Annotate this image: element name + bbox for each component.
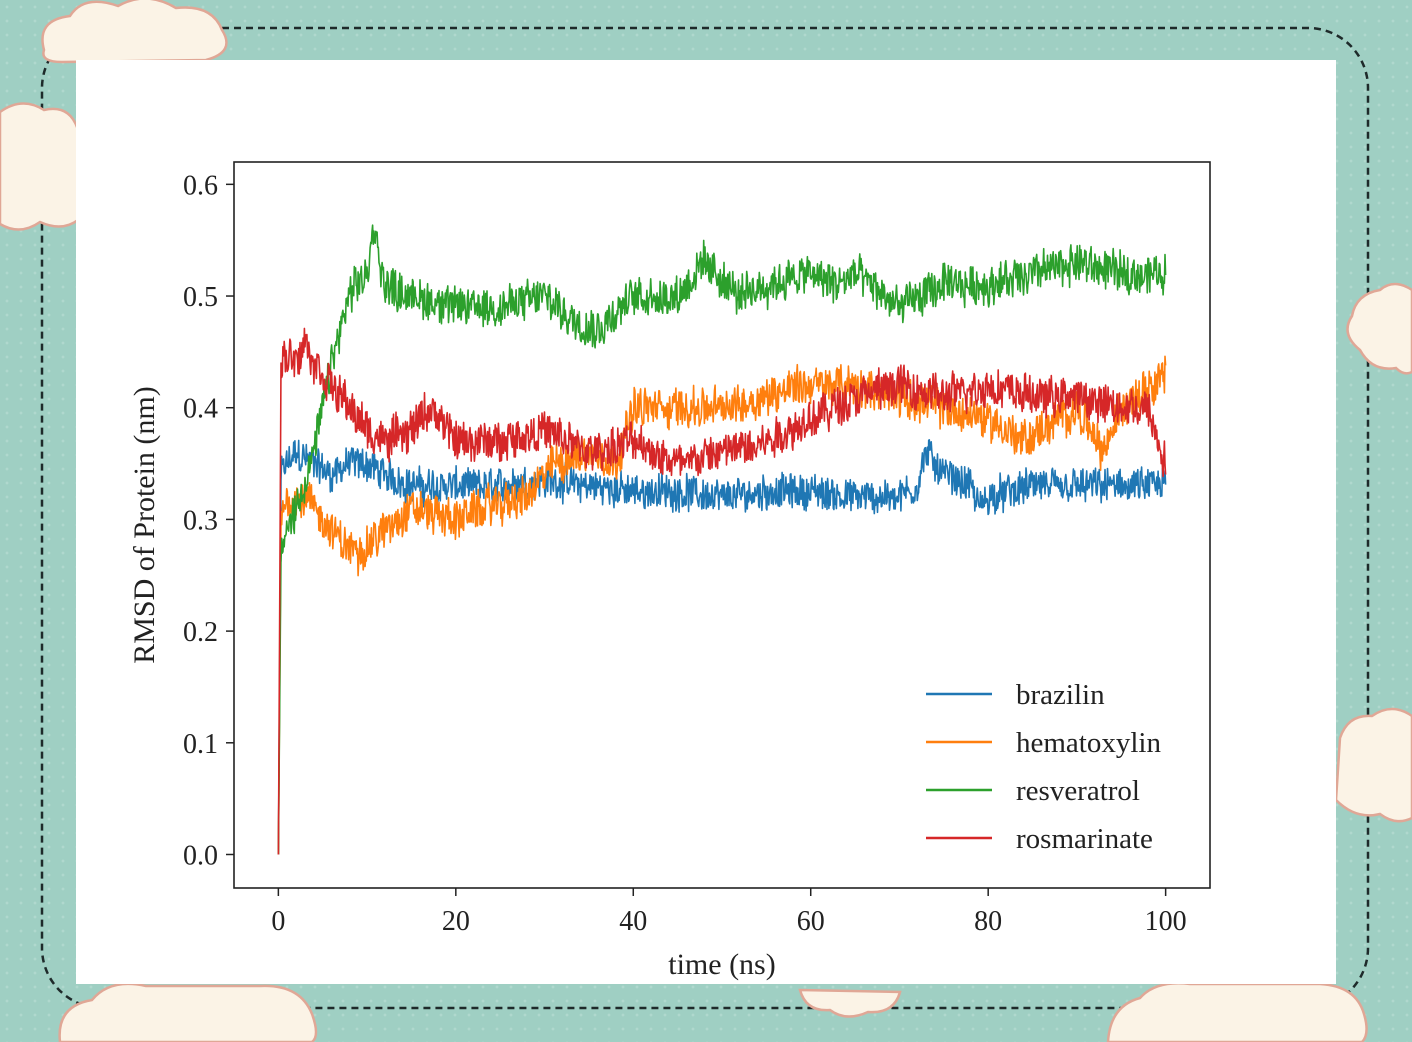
- cloud-bottom-right: [1106, 982, 1368, 1042]
- legend: brazilin hematoxylin resveratrol rosmarinat…: [926, 679, 1161, 855]
- y-tick-label: 0.0: [183, 840, 218, 871]
- cloud-right-low: [1334, 707, 1412, 823]
- series-line-rosmarinate: [277, 327, 1167, 855]
- series-line-resveratrol: [277, 224, 1167, 855]
- plot-area-frame: [233, 161, 1211, 889]
- series-layer: [277, 224, 1167, 855]
- dashed-border: [40, 26, 1370, 1010]
- series-line-brazilin: [277, 439, 1167, 855]
- y-tick-label: 0.5: [183, 282, 218, 313]
- x-tick-label: 100: [1145, 906, 1187, 937]
- cloud-bottom-left: [58, 982, 318, 1042]
- axis-layer: 0 20 40 60 80 100 0.0 0.1 0.2 0.3 0.4 0.5 0.6: [183, 170, 1187, 937]
- series-line-hematoxylin: [277, 355, 1167, 855]
- x-axis-label: time (ns): [668, 948, 775, 981]
- cloud-right-mid: [1346, 282, 1412, 375]
- x-tick-label: 40: [619, 906, 647, 937]
- legend-label-brazilin: brazilin: [1016, 679, 1105, 711]
- x-tick-label: 60: [797, 906, 825, 937]
- y-axis-label: RMSD of Protein (nm): [128, 386, 161, 664]
- y-tick-label: 0.3: [183, 505, 218, 536]
- cloud-left: [0, 102, 80, 231]
- chart-panel: 0 20 40 60 80 100 0.0 0.1 0.2 0.3 0.4 0.5 0.6 time (…: [76, 60, 1336, 984]
- y-tick-label: 0.4: [183, 394, 218, 425]
- rmsd-chart: 0 20 40 60 80 100 0.0 0.1 0.2 0.3 0.4 0.5 0.6 time (…: [128, 161, 1211, 981]
- y-tick-label: 0.6: [183, 170, 218, 201]
- x-tick-label: 0: [271, 906, 285, 937]
- y-tick-label: 0.2: [183, 617, 218, 648]
- cloud-top-left: [41, 0, 228, 64]
- y-tick-label: 0.1: [183, 729, 218, 760]
- cloud-bottom-center: [798, 988, 902, 1018]
- x-tick-label: 20: [442, 906, 470, 937]
- legend-label-hematoxylin: hematoxylin: [1016, 727, 1161, 759]
- legend-label-resveratrol: resveratrol: [1016, 775, 1140, 807]
- x-tick-label: 80: [974, 906, 1002, 937]
- legend-label-rosmarinate: rosmarinate: [1016, 823, 1153, 855]
